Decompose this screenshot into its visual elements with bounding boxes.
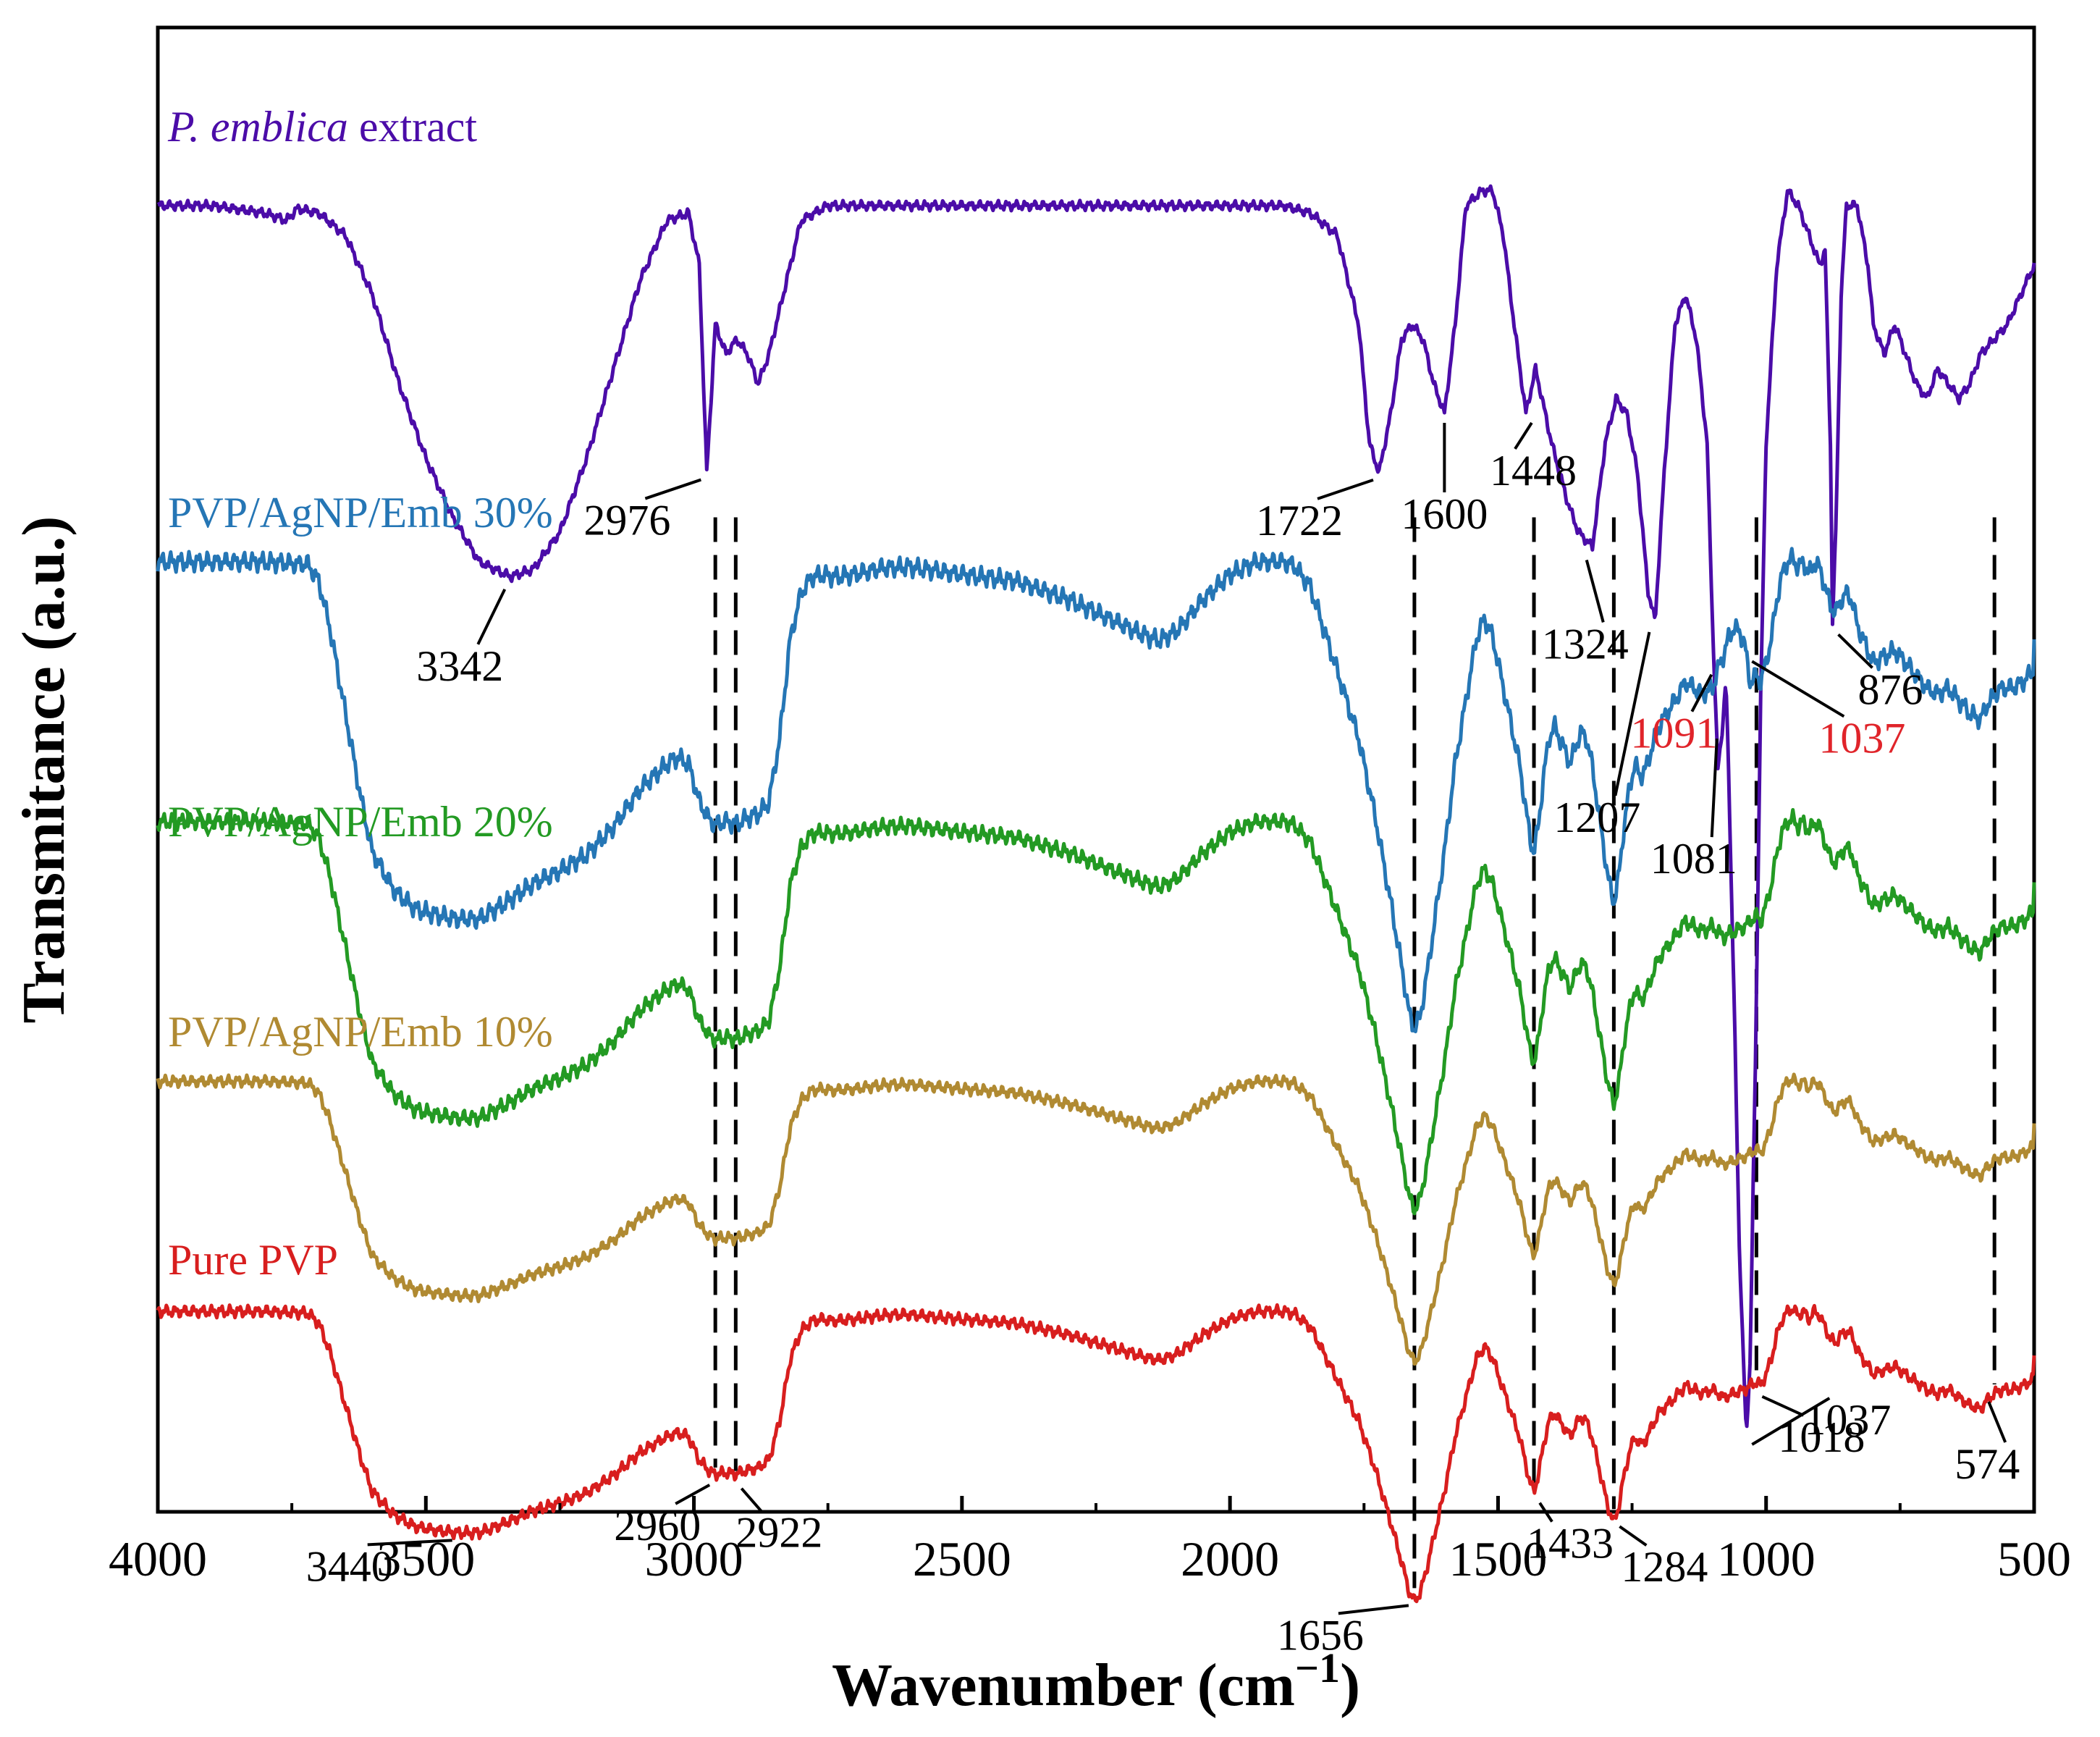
annotation-leader — [1837, 633, 1873, 669]
x-tick-label-1500: 1500 — [1449, 1531, 1547, 1586]
peak-label-1448: 1448 — [1490, 447, 1577, 495]
series-line-3 — [156, 1072, 2036, 1366]
series-line-2 — [156, 808, 2036, 1216]
annotation-leader — [476, 589, 507, 645]
annotation-leader — [1710, 738, 1719, 838]
x-tick-label-3500: 3500 — [376, 1531, 475, 1586]
annotation-leader — [367, 1539, 452, 1547]
annotation-leader — [740, 1487, 762, 1512]
annotation-leader — [1514, 421, 1533, 450]
series-label-3: PVP/AgNP/Emb 10% — [168, 1008, 553, 1056]
x-tick-label-4000: 4000 — [109, 1531, 207, 1586]
series-label-4: Pure PVP — [168, 1236, 338, 1284]
annotation-leader — [1751, 1397, 1831, 1446]
x-tick-label-500: 500 — [1997, 1531, 2071, 1586]
y-axis-title: Transmitance (a.u.) — [10, 516, 77, 1024]
peak-label-876: 876 — [1858, 665, 1923, 713]
peak-label-3342: 3342 — [416, 642, 503, 690]
annotation-leader — [1619, 1525, 1648, 1547]
peak-label-1037: 1037 — [1804, 1396, 1891, 1444]
series-line-0 — [156, 184, 2036, 1429]
peak-label-1207: 1207 — [1553, 794, 1640, 841]
series-label-1: PVP/AgNP/Emb 30% — [168, 489, 553, 537]
peak-label-1600: 1600 — [1401, 490, 1488, 538]
x-axis-title: Wavenumber (cm−1) — [832, 1644, 1360, 1720]
series-labels: P. emblica extract PVP/AgNP/Emb 30% PVP/Ag… — [167, 103, 553, 1284]
series-line-4 — [156, 1303, 2036, 1604]
peak-label-1081: 1081 — [1650, 835, 1737, 883]
x-axis-ticks: 4000 3500 3000 2500 2000 1500 1000 500 — [109, 1496, 2071, 1586]
x-tick-label-1000: 1000 — [1717, 1531, 1816, 1586]
annotation-leader — [644, 478, 701, 500]
spectra — [156, 184, 2036, 1604]
annotation-leader — [1761, 1395, 1805, 1417]
peak-label-1284: 1284 — [1621, 1543, 1708, 1591]
peak-label-1722: 1722 — [1256, 497, 1343, 544]
x-tick-label-2500: 2500 — [913, 1531, 1011, 1586]
peak-label-3440: 3440 — [306, 1542, 393, 1590]
peak-label-1091: 1091 — [1630, 710, 1717, 757]
annotation-leader — [1538, 1502, 1553, 1523]
series-line-1 — [156, 547, 2036, 1034]
annotation-leader — [1338, 1604, 1409, 1615]
peak-label-574: 574 — [1954, 1440, 2020, 1488]
series-label-0: P. emblica extract — [167, 103, 477, 151]
annotation-leader — [1751, 660, 1845, 718]
annotation-leader — [1987, 1401, 2007, 1443]
peak-label-2960: 2960 — [614, 1502, 701, 1549]
annotation-leader — [1317, 478, 1374, 500]
annotation-leader — [1585, 559, 1605, 623]
reference-dashed-lines — [713, 517, 1996, 1589]
peak-label-1433: 1433 — [1527, 1520, 1614, 1568]
annotation-leader — [1690, 673, 1713, 712]
peak-label-1018: 1018 — [1778, 1413, 1865, 1461]
series-label-2: PVP/AgNP/Emb 20% — [168, 798, 553, 846]
x-tick-label-3000: 3000 — [645, 1531, 743, 1586]
peak-label-1656: 1656 — [1277, 1611, 1364, 1659]
peak-label-1037: 1037 — [1818, 714, 1905, 762]
x-tick-label-2000: 2000 — [1181, 1531, 1279, 1586]
annotation-leader — [675, 1484, 711, 1505]
peak-label-2976: 2976 — [583, 497, 670, 544]
peak-label-1324: 1324 — [1542, 620, 1629, 668]
annotation-leader — [1614, 631, 1651, 796]
peak-label-2922: 2922 — [735, 1509, 822, 1557]
